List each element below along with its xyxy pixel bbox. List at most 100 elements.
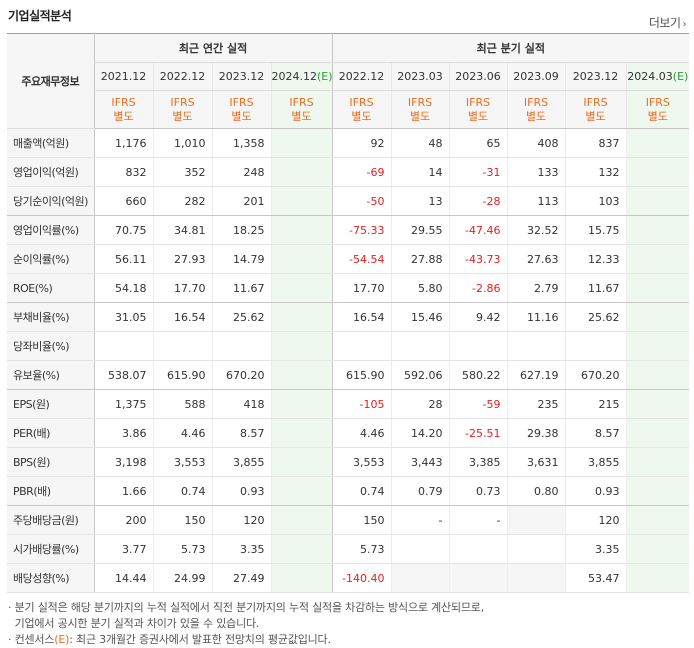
table-row: 부채비율(%) 31.05 16.54 25.62 16.54 15.46 9.42 11.1… <box>7 302 690 332</box>
corner-label: 주요재무정보 <box>7 33 94 129</box>
more-link-label[interactable]: 더보기 <box>648 16 681 30</box>
table-cell: 670.20 <box>564 360 627 390</box>
table-cell: 24.99 <box>152 563 212 593</box>
estimate-mark: (E) <box>672 70 689 83</box>
table-cell: 0.74 <box>331 476 392 506</box>
financial-table: 주요재무정보 최근 연간 실적 최근 분기 실적 2021.12 2022.12 2… <box>7 33 690 593</box>
table-cell: 0.80 <box>506 476 566 506</box>
table-cell: - <box>448 505 508 535</box>
table-cell <box>625 563 690 593</box>
table-cell: 248 <box>211 157 271 187</box>
table-cell: 11.67 <box>211 273 271 303</box>
accounting-basis: IFRS 별도 <box>448 90 508 129</box>
table-cell <box>270 389 333 419</box>
table-cell: 16.54 <box>331 302 392 332</box>
table-row: 영업이익률(%) 70.75 34.81 18.25 -75.33 29.55 -47.46… <box>7 215 690 245</box>
period-label: 2022.12 <box>338 70 385 83</box>
table-cell: 3,198 <box>93 447 153 477</box>
accounting-basis: IFRS 별도 <box>506 90 566 129</box>
section-title: 기업실적분석 <box>8 9 72 23</box>
period-label: 2023.12 <box>218 70 265 83</box>
ifrs-label: IFRS <box>349 95 374 109</box>
table-cell: 615.90 <box>152 360 212 390</box>
table-cell: 14.79 <box>211 244 271 274</box>
table-cell <box>506 563 566 593</box>
ifrs-label: IFRS <box>407 95 433 109</box>
table-cell: 660 <box>93 186 153 216</box>
table-cell: 15.46 <box>390 302 450 332</box>
table-cell: 132 <box>564 157 627 187</box>
table-cell: 31.05 <box>93 302 153 332</box>
more-link[interactable]: 더보기 › <box>648 14 687 31</box>
basis-label: 별도 <box>647 109 668 123</box>
basis-label: 별도 <box>172 109 193 123</box>
table-cell: 25.62 <box>564 302 627 332</box>
table-row: 영업이익(억원) 832 352 248 -69 14 -31 133 132 <box>7 157 690 187</box>
table-cell: 56.11 <box>93 244 153 274</box>
table-cell <box>390 331 450 361</box>
table-cell: 27.49 <box>211 563 271 593</box>
table-cell: 27.88 <box>390 244 450 274</box>
table-cell: -2.86 <box>448 273 508 303</box>
table-cell: 16.54 <box>152 302 212 332</box>
row-label: 배당성향(%) <box>7 563 94 593</box>
row-label: PER(배) <box>7 418 94 448</box>
row-label: 주당배당금(원) <box>7 505 94 535</box>
accounting-basis: IFRS 별도 <box>390 90 450 129</box>
table-cell: 3,855 <box>564 447 627 477</box>
table-cell: 65 <box>448 128 508 158</box>
table-cell: 150 <box>152 505 212 535</box>
table-cell: 4.46 <box>152 418 212 448</box>
ifrs-label: IFRS <box>465 95 491 109</box>
period-header-row: 2021.12 2022.12 2023.12 2024.12(E) 2022.12 20… <box>7 62 690 91</box>
footnote-3: · 컨센서스(E): 최근 3개월간 증권사에서 발표한 전망치의 평균값입니다… <box>8 632 331 647</box>
table-cell: 3,631 <box>506 447 566 477</box>
table-cell <box>625 157 690 187</box>
period-header: 2022.12 <box>331 62 392 91</box>
basis-label: 별도 <box>409 109 431 123</box>
period-header: 2024.12(E) <box>270 62 333 91</box>
table-cell: 15.75 <box>564 215 627 245</box>
table-cell: - <box>390 505 450 535</box>
table-cell: 27.63 <box>506 244 566 274</box>
basis-label: 별도 <box>525 109 547 123</box>
table-cell: -31 <box>448 157 508 187</box>
table-cell: 832 <box>93 157 153 187</box>
table-cell: 14.20 <box>390 418 450 448</box>
table-cell <box>625 447 690 477</box>
table-cell <box>390 534 450 564</box>
table-cell: -69 <box>331 157 392 187</box>
chevron-right-icon[interactable]: › <box>682 19 687 30</box>
ifrs-label: IFRS <box>645 95 670 109</box>
period-label: 2023.03 <box>397 70 443 83</box>
period-header: 2023.06 <box>448 62 508 91</box>
table-cell <box>625 186 690 216</box>
row-label: 당좌비율(%) <box>7 331 94 361</box>
table-cell: 352 <box>152 157 212 187</box>
table-cell: 3.86 <box>93 418 153 448</box>
footnote-3-suffix: : 최근 3개월간 증권사에서 발표한 전망치의 평균값입니다. <box>69 633 331 646</box>
table-cell: 113 <box>506 186 566 216</box>
table-cell: -50 <box>331 186 392 216</box>
table-cell <box>625 360 690 390</box>
table-cell: 12.33 <box>564 244 627 274</box>
table-cell: 592.06 <box>390 360 450 390</box>
table-cell: -47.46 <box>448 215 508 245</box>
table-row: 매출액(억원) 1,176 1,010 1,358 92 48 65 408 837 <box>7 128 690 158</box>
table-cell <box>270 157 333 187</box>
table-cell <box>625 331 690 361</box>
basis-label: 별도 <box>351 109 372 123</box>
table-row: ROE(%) 54.18 17.70 11.67 17.70 5.80 -2.86 2.79 1… <box>7 273 690 303</box>
table-cell <box>93 331 153 361</box>
table-cell: -54.54 <box>331 244 392 274</box>
table-row: PBR(배) 1.66 0.74 0.93 0.74 0.79 0.73 0.80 0.93 <box>7 476 690 506</box>
period-header: 2023.12 <box>564 62 627 91</box>
period-header: 2021.12 <box>93 62 153 91</box>
table-row: 순이익률(%) 56.11 27.93 14.79 -54.54 27.88 -43.73 2… <box>7 244 690 274</box>
table-row: 시가배당률(%) 3.77 5.73 3.35 5.73 3.35 <box>7 534 690 564</box>
table-cell <box>270 418 333 448</box>
period-header: 2023.03 <box>390 62 450 91</box>
table-cell: 17.70 <box>152 273 212 303</box>
table-cell: 5.80 <box>390 273 450 303</box>
